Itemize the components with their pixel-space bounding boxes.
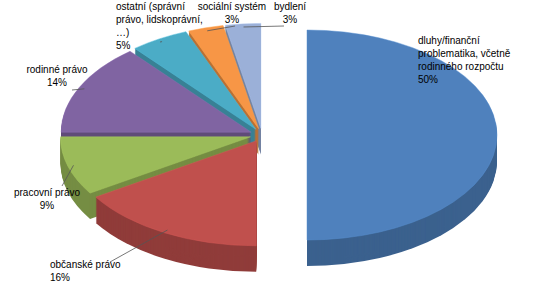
category-label: ostatní (správní právo, lidskoprávní, …)	[116, 1, 203, 38]
category-label: sociální systém	[198, 1, 266, 12]
label-line: ostatní (správní	[116, 1, 185, 12]
category-label: rodinné právo	[26, 64, 88, 75]
label-line: rodinné právo	[26, 64, 88, 75]
label-line: rodinného rozpočtu	[418, 61, 504, 72]
label-line: sociální systém	[198, 1, 266, 12]
value-label: 3%	[283, 14, 298, 25]
leader-line	[62, 165, 73, 186]
leader-line	[72, 89, 84, 90]
slice-side	[61, 52, 251, 133]
label-line: dluhy/finanční	[418, 35, 480, 46]
value-label: 14%	[47, 77, 67, 88]
value-label: 50%	[418, 74, 438, 85]
leader-line	[160, 41, 162, 42]
category-label: bydlení	[274, 1, 306, 12]
label-line: bydlení	[274, 1, 306, 12]
category-label: pracovní právo	[14, 187, 81, 198]
slice-side	[96, 142, 256, 247]
label-line: právo, lidskoprávní,	[116, 14, 203, 25]
chart: dluhy/finanční problematika, včetně rodinn…	[0, 0, 543, 308]
value-label: 5%	[116, 40, 131, 51]
leader-line	[244, 26, 284, 28]
category-label: dluhy/finanční problematika, včetně rodinn…	[418, 35, 511, 72]
value-label: 9%	[40, 200, 55, 211]
slice	[61, 51, 251, 132]
label-line: pracovní právo	[14, 187, 81, 198]
value-label: 3%	[225, 14, 240, 25]
leader-line	[207, 26, 235, 31]
data-labels: dluhy/finanční problematika, včetně rodinn…	[14, 1, 511, 283]
value-label: 16%	[50, 272, 70, 283]
label-line: …)	[116, 27, 129, 38]
leader-line	[110, 230, 167, 262]
slice	[96, 141, 256, 246]
label-line: občanské právo	[50, 259, 121, 270]
label-line: problematika, včetně	[418, 48, 511, 59]
category-label: občanské právo	[50, 259, 121, 270]
